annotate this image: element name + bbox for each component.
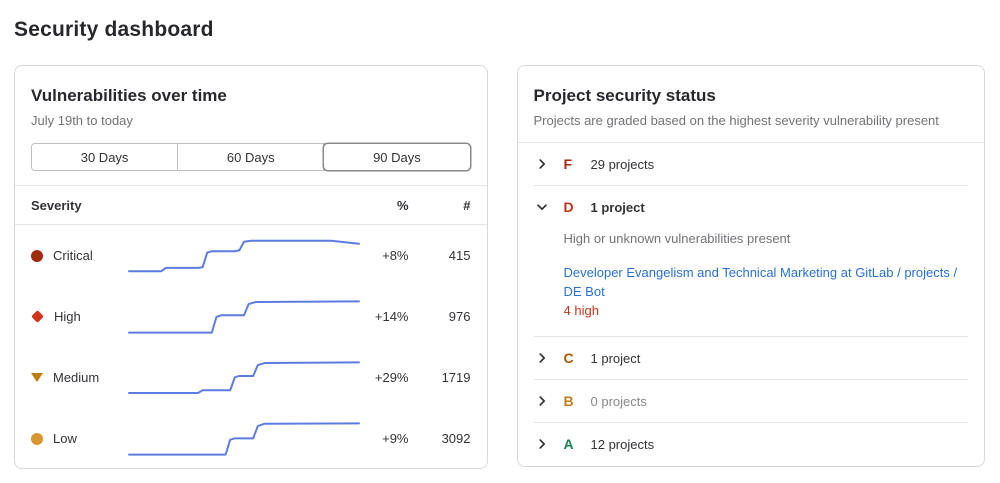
grade-accordion: F 29 projects D 1 project High or unknow… <box>518 143 985 465</box>
severity-row-critical: Critical +8% 415 <box>15 225 487 286</box>
severity-column-header: Severity <box>31 197 82 213</box>
high-trend-sparkline <box>129 300 359 334</box>
grade-row-c[interactable]: C 1 project <box>534 337 969 379</box>
grade-project-count: 12 projects <box>590 436 655 452</box>
project-link[interactable]: Developer Evangelism and Technical Marke… <box>563 265 958 299</box>
grade-row-b[interactable]: B 0 projects <box>534 380 969 422</box>
project-status-card-title: Project security status <box>533 86 716 105</box>
severity-table-header: Severity % # <box>15 186 487 224</box>
date-range-subtitle: July 19th to today <box>31 113 133 128</box>
severity-name: Low <box>53 431 77 446</box>
critical-severity-icon <box>31 249 43 262</box>
finding-count: 4 high <box>563 303 599 318</box>
percent-change-value: +14% <box>374 309 409 324</box>
vulnerabilities-card-header: Vulnerabilities over time July 19th to t… <box>15 66 487 171</box>
security-dashboard-page: Security dashboard Vulnerabilities over … <box>14 18 985 469</box>
range-30-days-button[interactable]: 30 Days <box>32 144 179 170</box>
grade-project-count: 1 project <box>590 199 645 215</box>
grade-project-count: 1 project <box>590 350 641 366</box>
grade-letter-f: F <box>563 156 573 172</box>
grade-letter-d: D <box>563 199 574 215</box>
dashboard-cards: Vulnerabilities over time July 19th to t… <box>14 65 985 469</box>
chevron-right-icon[interactable] <box>534 436 550 452</box>
chevron-right-icon[interactable] <box>534 393 550 409</box>
grade-description: High or unknown vulnerabilities present <box>563 231 791 246</box>
severity-name: Medium <box>53 370 100 385</box>
vulnerability-count-value: 3092 <box>441 431 471 446</box>
vulnerabilities-card-title: Vulnerabilities over time <box>31 86 227 105</box>
vulnerability-count-value: 1719 <box>441 370 471 385</box>
chevron-down-icon[interactable] <box>534 199 550 215</box>
grade-row-a[interactable]: A 12 projects <box>534 423 969 465</box>
severity-name: Critical <box>53 248 93 263</box>
grade-project-count: 29 projects <box>590 156 655 172</box>
grade-row-f[interactable]: F 29 projects <box>534 143 969 185</box>
severity-row-high: High +14% 976 <box>15 286 487 347</box>
severity-name: High <box>54 309 81 324</box>
low-trend-sparkline <box>129 422 359 456</box>
grade-block-d: D 1 project High or unknown vulnerabilit… <box>533 186 969 337</box>
severity-label-group: High <box>31 309 129 324</box>
project-security-status-card: Project security status Projects are gra… <box>516 65 985 467</box>
grade-d-expanded-content: High or unknown vulnerabilities present … <box>534 228 969 336</box>
vulnerabilities-over-time-card: Vulnerabilities over time July 19th to t… <box>14 65 488 469</box>
chevron-right-icon[interactable] <box>534 350 550 366</box>
divider <box>15 185 487 186</box>
grade-block-a: A 12 projects <box>534 423 969 465</box>
grade-block-c: C 1 project <box>533 337 969 380</box>
project-status-card-subtitle: Projects are graded based on the highest… <box>533 113 939 128</box>
grade-letter-a: A <box>563 436 574 452</box>
range-90-days-button[interactable]: 90 Days <box>324 144 470 170</box>
grade-block-b: B 0 projects <box>533 380 969 423</box>
grade-letter-c: C <box>563 350 574 366</box>
percent-column-header: % <box>396 197 409 213</box>
chevron-right-icon[interactable] <box>534 156 550 172</box>
divider <box>15 224 487 225</box>
severity-label-group: Critical <box>31 248 129 263</box>
vulnerability-count-value: 415 <box>448 248 471 263</box>
range-60-days-button[interactable]: 60 Days <box>178 144 325 170</box>
severity-row-medium: Medium +29% 1719 <box>15 347 487 408</box>
severity-row-low: Low +9% 3092 <box>15 408 487 469</box>
medium-severity-icon <box>31 373 43 382</box>
vulnerability-count-value: 976 <box>448 309 471 324</box>
severity-rows: Critical +8% 415 High +14% 976 <box>15 225 487 469</box>
low-severity-icon <box>31 432 43 445</box>
critical-trend-sparkline <box>129 239 359 273</box>
grade-block-f: F 29 projects <box>533 143 969 186</box>
grade-letter-b: B <box>563 393 574 409</box>
high-severity-icon <box>31 310 44 323</box>
grade-row-d[interactable]: D 1 project <box>534 186 969 228</box>
percent-change-value: +9% <box>382 431 409 446</box>
page-title: Security dashboard <box>14 18 214 41</box>
count-column-header: # <box>463 197 471 213</box>
percent-change-value: +8% <box>382 248 409 263</box>
percent-change-value: +29% <box>374 370 409 385</box>
severity-label-group: Medium <box>31 370 129 385</box>
medium-trend-sparkline <box>129 361 359 395</box>
time-range-button-group: 30 Days 60 Days 90 Days <box>31 143 471 171</box>
project-status-card-header: Project security status Projects are gra… <box>517 66 984 143</box>
severity-label-group: Low <box>31 431 129 446</box>
grade-project-count: 0 projects <box>590 393 647 409</box>
